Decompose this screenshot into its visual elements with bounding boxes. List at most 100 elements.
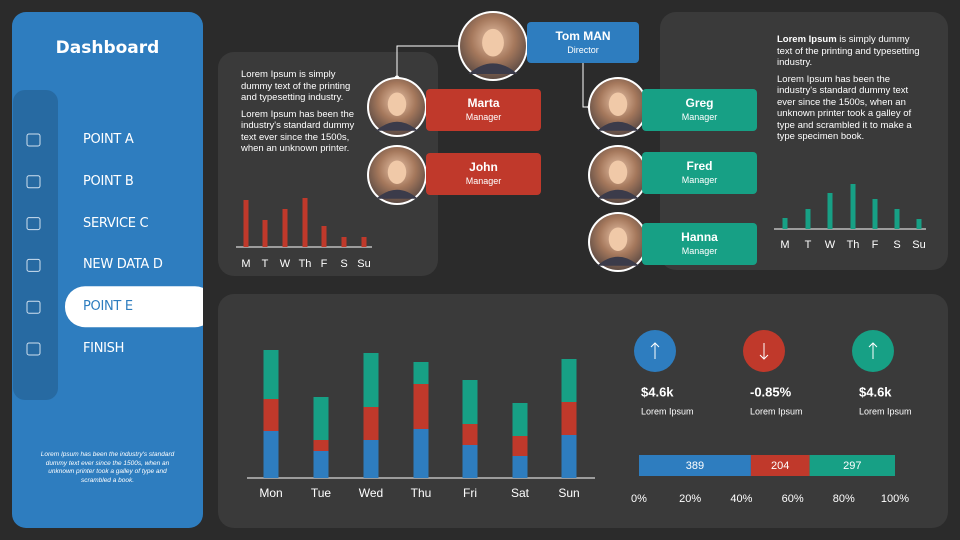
lead: Lorem Ipsum bbox=[777, 34, 837, 45]
kpi-arrow bbox=[650, 342, 660, 359]
bar-segment bbox=[512, 436, 528, 456]
bar bbox=[850, 184, 856, 229]
x-tick-label: Thu bbox=[411, 486, 432, 500]
person-role: Manager bbox=[681, 175, 718, 185]
share-segment bbox=[809, 455, 895, 476]
person-role: Manager bbox=[465, 112, 502, 122]
bar-segment bbox=[512, 456, 528, 478]
bar-segment bbox=[413, 362, 429, 384]
data-label: 297 bbox=[843, 460, 861, 472]
bar bbox=[827, 193, 833, 229]
bar bbox=[243, 200, 249, 247]
paragraph: Lorem Ipsum has been the industry's stan… bbox=[241, 108, 355, 155]
photo-body bbox=[376, 121, 418, 131]
photo-body bbox=[597, 121, 639, 131]
manager-box: Hanna Manager bbox=[642, 223, 757, 265]
x-tick-label: Tue bbox=[311, 486, 332, 500]
bar-segment bbox=[313, 397, 329, 440]
text: is simply dummy text of the printing and… bbox=[777, 34, 920, 68]
icon-strip bbox=[13, 90, 58, 400]
photo-body bbox=[376, 189, 418, 199]
photo-face bbox=[482, 28, 504, 57]
director-box: Tom MAN Director bbox=[527, 22, 639, 63]
x-tick-label: 0% bbox=[631, 493, 647, 505]
bar-segment bbox=[313, 451, 329, 478]
menu-icon bbox=[26, 175, 41, 189]
menu-item[interactable]: SERVICE C bbox=[83, 215, 149, 231]
bar-segment bbox=[561, 402, 577, 435]
share-segment bbox=[750, 455, 810, 476]
x-tick-label: 80% bbox=[833, 493, 855, 505]
photo-face bbox=[608, 227, 628, 251]
menu-item[interactable]: POINT E bbox=[83, 299, 133, 315]
bar bbox=[321, 226, 327, 247]
kpi-value: -0.85% bbox=[750, 384, 792, 399]
bar bbox=[282, 209, 288, 247]
photo-face bbox=[608, 92, 628, 116]
kpi-value: $4.6k bbox=[641, 384, 674, 399]
menu-item[interactable]: NEW DATA D bbox=[83, 257, 163, 273]
photo-body bbox=[597, 189, 639, 199]
right-text: Lorem Ipsum is simply dummy text of the … bbox=[777, 34, 927, 148]
manager-box: Fred Manager bbox=[642, 152, 757, 194]
kpi-label: Lorem Ipsum bbox=[641, 406, 694, 416]
menu-item[interactable]: FINISH bbox=[83, 341, 125, 356]
x-tick-label: 20% bbox=[679, 493, 701, 505]
sidebar bbox=[12, 12, 203, 528]
person-name: Tom MAN bbox=[555, 29, 611, 43]
x-tick-label: W bbox=[280, 258, 291, 270]
bar-segment bbox=[462, 445, 478, 478]
menu-icon bbox=[26, 300, 41, 314]
x-tick-label: Wed bbox=[359, 486, 383, 500]
sidebar-title: Dashboard bbox=[55, 38, 160, 58]
kpi-label: Lorem Ipsum bbox=[750, 406, 803, 416]
menu-icon bbox=[26, 342, 41, 356]
sidebar-footer: Lorem Ipsum has been the industry's stan… bbox=[40, 451, 175, 484]
person-role: Director bbox=[567, 45, 599, 55]
bar-segment bbox=[413, 384, 429, 429]
manager-box: John Manager bbox=[426, 153, 541, 195]
paragraph: Lorem Ipsum is simply dummy text of the … bbox=[777, 34, 927, 69]
bar-segment bbox=[413, 429, 429, 478]
bar bbox=[782, 218, 788, 229]
bar bbox=[302, 198, 308, 247]
x-tick-label: Fri bbox=[463, 486, 477, 500]
bar bbox=[894, 209, 900, 229]
kpi-arrow bbox=[759, 343, 769, 360]
sidebar-edge bbox=[203, 280, 217, 335]
bar bbox=[872, 199, 878, 229]
bar-segment bbox=[263, 431, 279, 478]
person-name: John bbox=[469, 160, 498, 174]
person-name: Greg bbox=[685, 96, 714, 110]
x-tick-label: T bbox=[262, 258, 269, 270]
x-tick-label: S bbox=[340, 258, 347, 270]
x-tick-label: Sat bbox=[511, 486, 530, 500]
kpi-label: Lorem Ipsum bbox=[859, 406, 912, 416]
x-tick-label: F bbox=[321, 258, 328, 270]
person-role: Manager bbox=[465, 176, 502, 186]
paragraph: Lorem Ipsum is simply dummy text of the … bbox=[241, 69, 351, 103]
data-label: 204 bbox=[771, 460, 789, 472]
share-segment bbox=[639, 455, 751, 476]
bar-segment bbox=[561, 359, 577, 402]
x-tick-label: M bbox=[241, 258, 250, 270]
bar-segment bbox=[462, 380, 478, 424]
x-tick-label: M bbox=[780, 239, 789, 251]
bar-segment bbox=[363, 407, 379, 440]
data-label: 389 bbox=[686, 460, 704, 472]
x-tick-label: 100% bbox=[881, 493, 909, 505]
x-tick-label: T bbox=[805, 239, 812, 251]
x-tick-label: W bbox=[825, 239, 836, 251]
bar-segment bbox=[363, 440, 379, 478]
person-name: Marta bbox=[467, 96, 500, 110]
photo-face bbox=[387, 92, 407, 116]
paragraph: Lorem Ipsum has been the industry's stan… bbox=[777, 73, 912, 143]
menu-item[interactable]: POINT A bbox=[83, 132, 134, 147]
x-tick-label: 60% bbox=[782, 493, 804, 505]
bar bbox=[916, 219, 922, 229]
menu-item[interactable]: POINT B bbox=[83, 173, 134, 189]
x-tick-label: Mon bbox=[259, 486, 282, 500]
bar-segment bbox=[512, 403, 528, 436]
